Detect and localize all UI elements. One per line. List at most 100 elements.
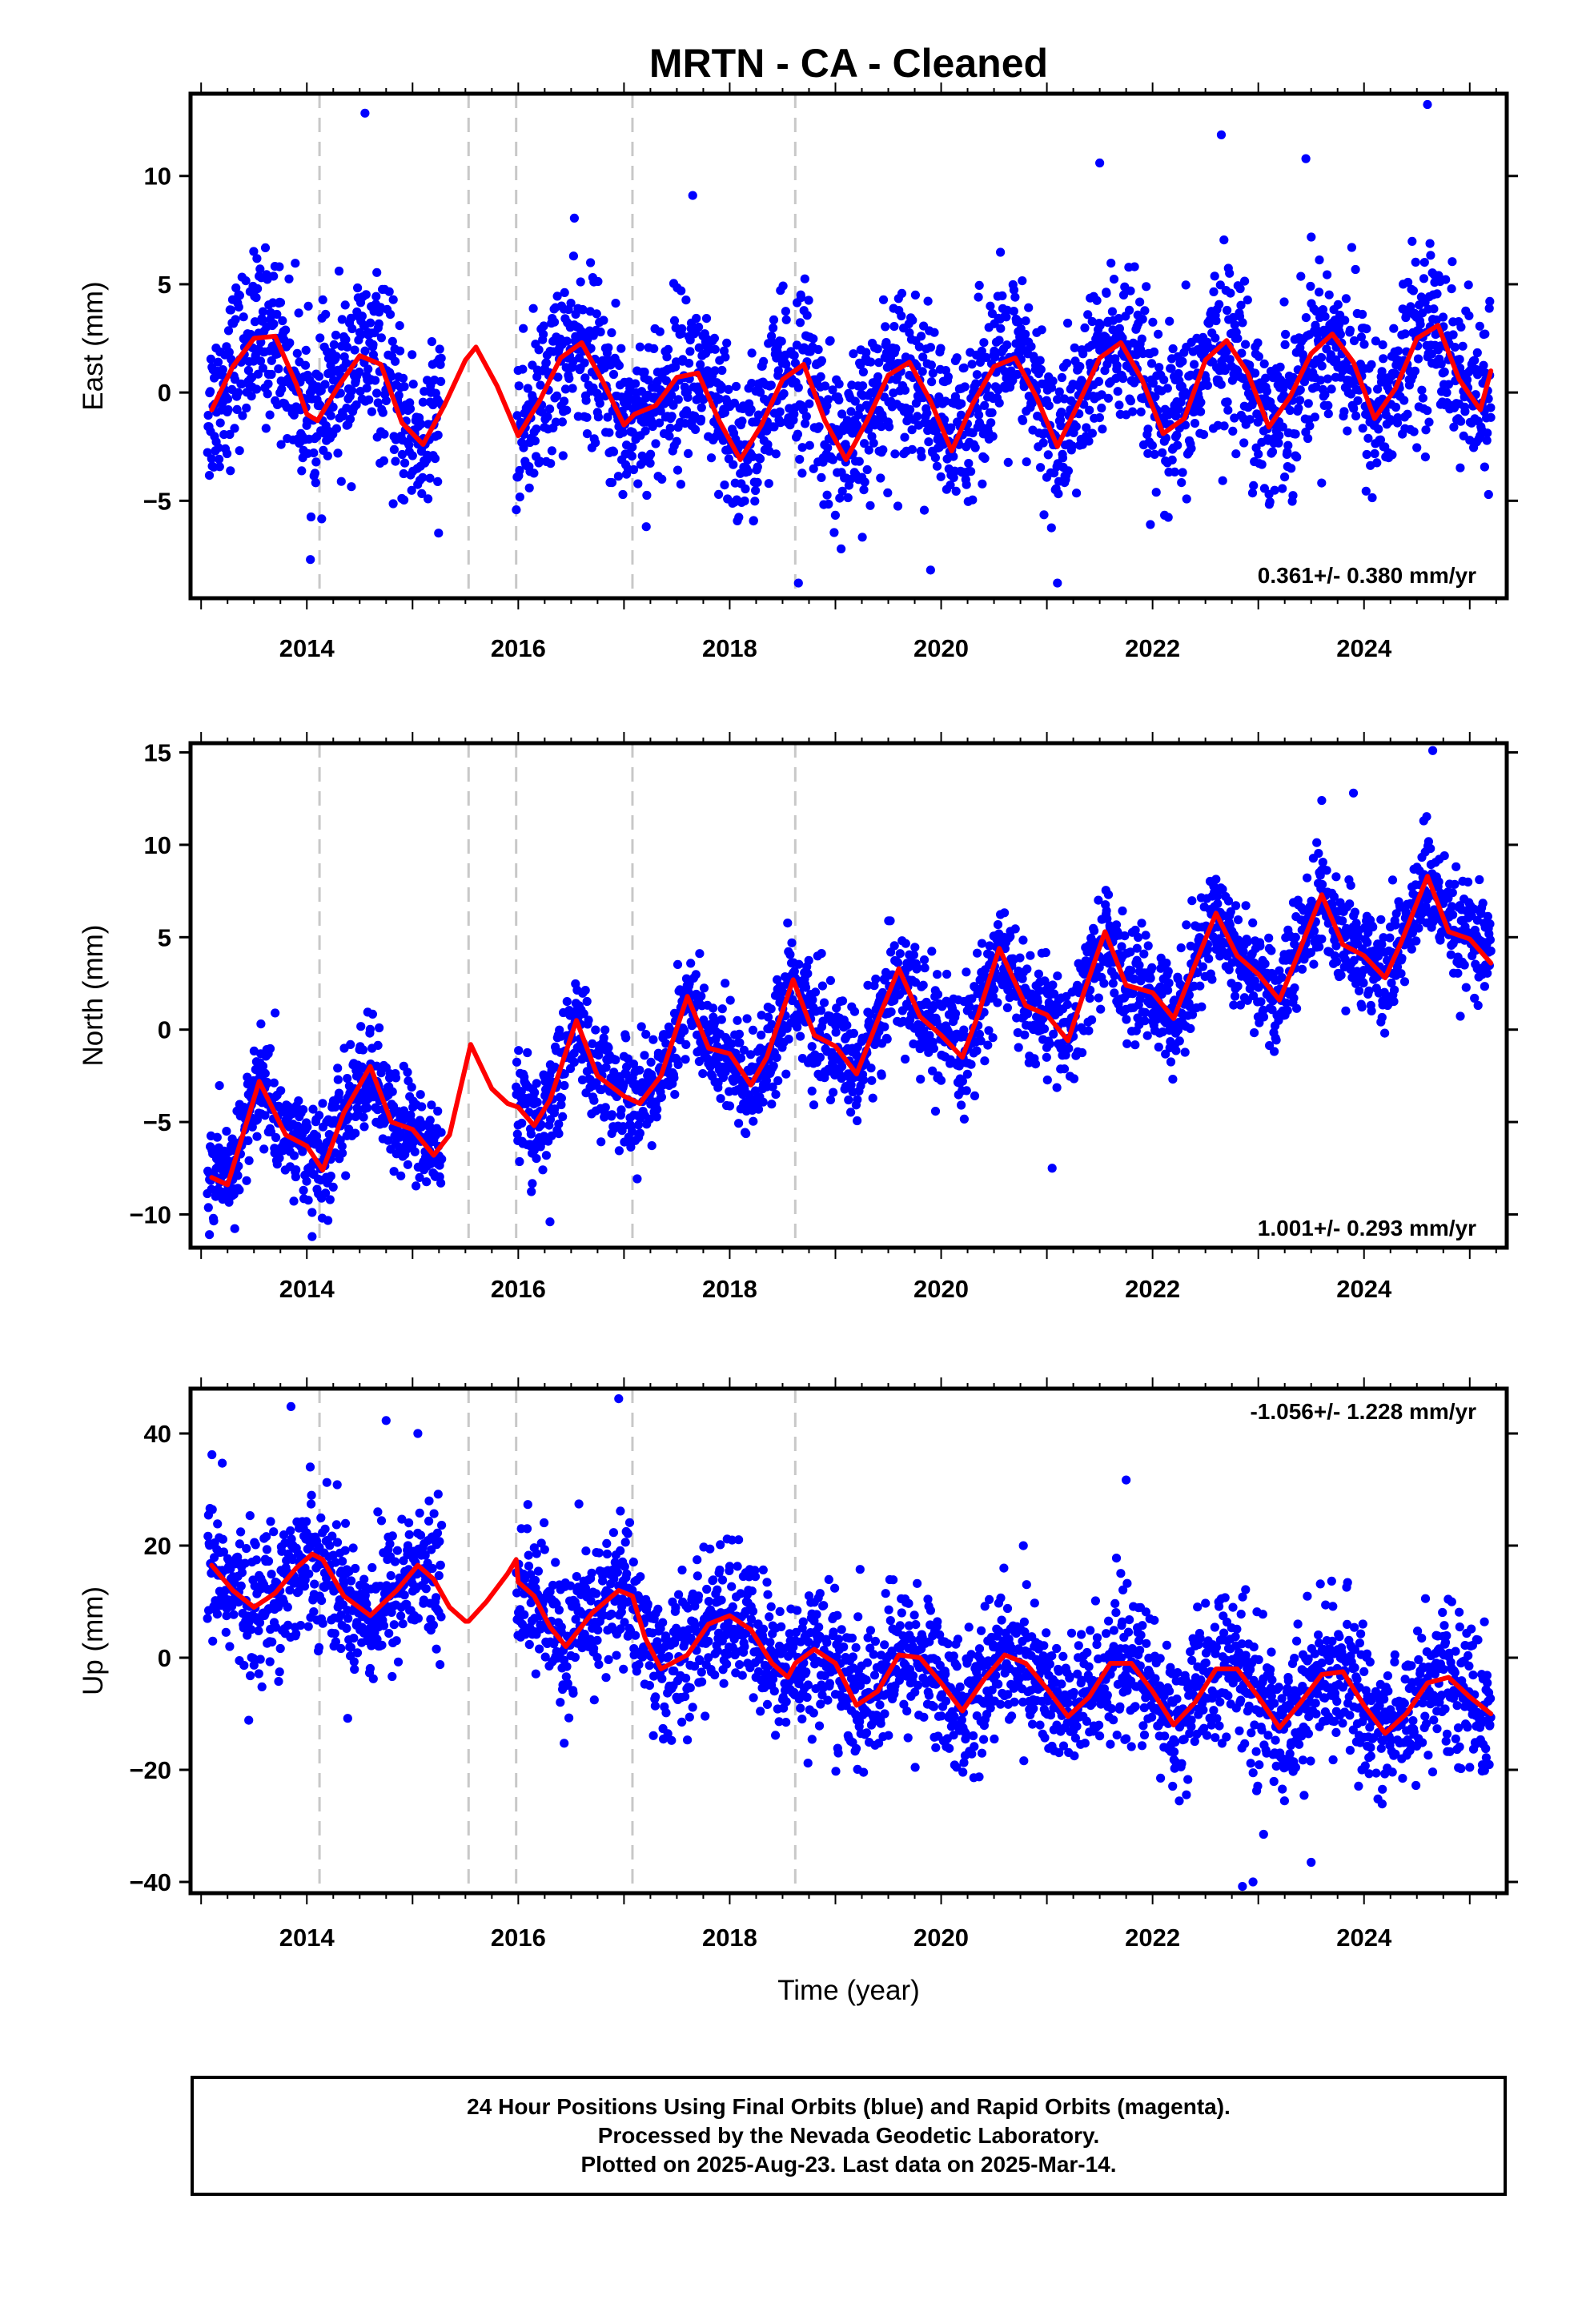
north-point — [734, 1029, 745, 1039]
east-point — [849, 349, 858, 359]
north-point — [867, 1076, 877, 1085]
east-point — [747, 348, 757, 358]
east-point — [959, 363, 969, 372]
east-point — [805, 399, 814, 408]
north-point — [933, 970, 942, 979]
east-point — [1362, 324, 1371, 334]
east-point — [1462, 375, 1472, 384]
north-point — [804, 955, 813, 965]
east-point — [917, 367, 927, 376]
north-point — [886, 1007, 896, 1017]
north-point — [787, 938, 797, 947]
north-point — [641, 1030, 651, 1039]
east-point — [1287, 464, 1296, 473]
east-point — [877, 422, 886, 432]
north-point — [990, 984, 999, 994]
east-point — [425, 473, 435, 483]
east-point — [822, 490, 832, 500]
east-point — [1391, 402, 1401, 412]
east-point — [1236, 300, 1246, 310]
north-point — [343, 1074, 352, 1084]
east-point — [1037, 325, 1046, 335]
east-point — [391, 456, 400, 466]
east-point — [717, 382, 726, 392]
north-point — [299, 1105, 308, 1115]
north-point — [579, 1009, 588, 1019]
east-point — [936, 472, 946, 481]
north-point — [1048, 980, 1058, 990]
east-point — [343, 342, 352, 352]
east-point — [1128, 407, 1138, 416]
east-point — [225, 429, 235, 440]
north-point — [962, 1086, 971, 1096]
north-point — [736, 1053, 746, 1063]
east-point — [274, 364, 283, 374]
north-point — [1163, 986, 1173, 995]
east-point — [908, 316, 917, 325]
north-point — [328, 1182, 338, 1192]
east-point — [1358, 309, 1367, 320]
east-point — [850, 396, 860, 406]
east-point — [1371, 336, 1380, 346]
east-point — [781, 360, 791, 369]
east-point — [1148, 317, 1158, 327]
east-point — [979, 338, 989, 348]
east-point — [1087, 316, 1097, 327]
east-point — [1415, 320, 1425, 329]
east-point — [655, 327, 665, 336]
east-point — [1410, 366, 1420, 376]
east-point — [964, 459, 974, 468]
north-point — [885, 916, 895, 926]
east-point — [750, 497, 760, 506]
north-point — [1182, 920, 1191, 930]
east-point — [1237, 348, 1247, 358]
north-point — [252, 1132, 262, 1141]
east-point — [743, 467, 753, 476]
east-point — [394, 391, 404, 400]
east-point — [971, 379, 981, 388]
east-point — [642, 490, 652, 501]
east-point — [1118, 290, 1129, 300]
east-point — [357, 312, 367, 321]
north-point — [556, 1093, 567, 1103]
east-point — [253, 369, 263, 379]
north-point — [437, 1154, 447, 1164]
east-point — [291, 259, 300, 268]
north-point — [757, 1011, 766, 1020]
north-point — [403, 1160, 412, 1169]
east-point — [1349, 336, 1359, 346]
east-point — [535, 456, 544, 466]
north-point — [1171, 1046, 1181, 1055]
east-point — [1275, 362, 1285, 372]
east-point — [1426, 251, 1435, 260]
east-point — [276, 440, 286, 449]
east-point — [534, 345, 544, 355]
east-point — [215, 454, 224, 464]
east-point — [1215, 300, 1224, 309]
north-point — [528, 1179, 537, 1188]
north-point — [661, 1039, 671, 1048]
east-point — [560, 384, 571, 394]
north-point — [308, 1104, 318, 1114]
east-point — [789, 351, 799, 360]
east-point — [764, 479, 773, 489]
east-point — [710, 366, 720, 376]
east-point — [1432, 289, 1442, 299]
north-point — [209, 1216, 219, 1226]
east-point — [1036, 463, 1046, 472]
north-point — [407, 1083, 416, 1092]
north-point — [967, 994, 977, 1003]
east-point — [1320, 312, 1330, 321]
east-point — [1215, 280, 1225, 290]
north-point — [950, 1009, 961, 1019]
east-point — [368, 340, 378, 349]
east-point — [543, 412, 552, 422]
east-point — [1458, 341, 1468, 351]
north-point — [313, 1137, 323, 1147]
east-point — [1174, 368, 1183, 379]
east-point — [435, 344, 444, 354]
east-point — [746, 404, 756, 414]
east-point — [980, 453, 990, 464]
east-point — [928, 368, 938, 378]
east-point — [1071, 422, 1081, 432]
